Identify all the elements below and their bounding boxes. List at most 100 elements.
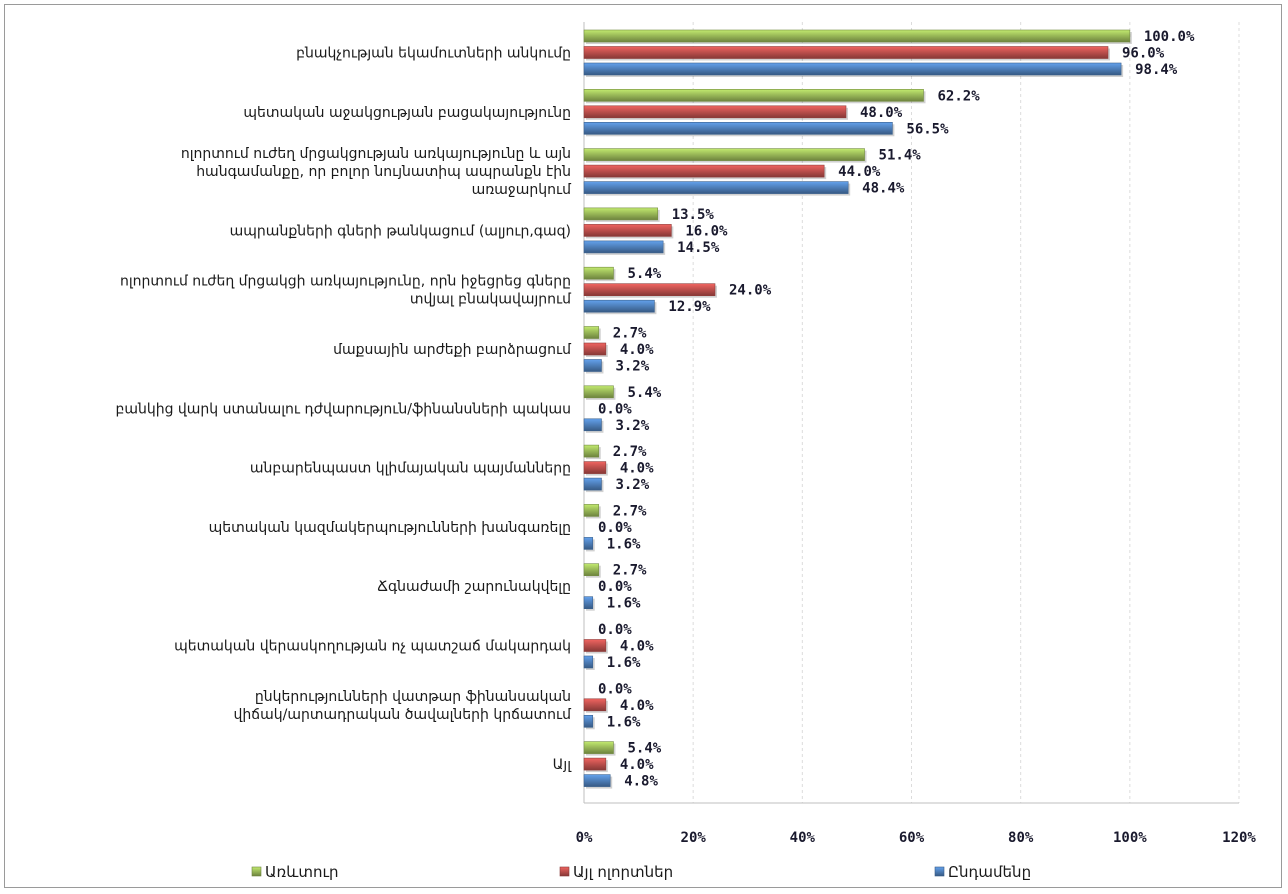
data-label: 13.5% bbox=[672, 207, 715, 223]
bar-trade bbox=[583, 385, 614, 399]
x-tick-label: 100% bbox=[1113, 830, 1147, 846]
bar-other-sectors bbox=[583, 461, 607, 474]
data-label: 16.0% bbox=[685, 223, 728, 239]
legend-swatch bbox=[934, 866, 945, 877]
data-label: 0.0% bbox=[598, 401, 632, 417]
data-label: 1.6% bbox=[607, 714, 641, 730]
category-label: բանկից վարկ ստանալու դժվարություն/ֆինանս… bbox=[115, 401, 571, 417]
data-label: 48.0% bbox=[860, 105, 903, 121]
data-label: 2.7% bbox=[613, 326, 647, 342]
bar-other-sectors bbox=[583, 105, 847, 119]
data-label: 0.0% bbox=[598, 681, 632, 697]
data-label: 3.2% bbox=[615, 477, 649, 493]
bar-total bbox=[583, 655, 594, 669]
x-tick-label: 120% bbox=[1222, 830, 1256, 846]
category-label: բնակչության եկամուտների անկումը bbox=[296, 46, 571, 62]
data-label: 24.0% bbox=[729, 283, 772, 299]
bar-total bbox=[583, 62, 1122, 76]
bar-other-sectors bbox=[583, 698, 607, 712]
data-label: 1.6% bbox=[607, 596, 641, 612]
bar-trade bbox=[583, 444, 600, 458]
data-label: 0.0% bbox=[598, 622, 632, 638]
data-label: 4.0% bbox=[620, 639, 654, 655]
data-label: 5.4% bbox=[627, 741, 661, 757]
category-label: ոլորտում ուժեղ մրցակցի առկայությունը, որ… bbox=[120, 274, 572, 308]
bar-trade bbox=[583, 148, 865, 161]
data-label: 1.6% bbox=[607, 536, 641, 552]
data-label: 4.8% bbox=[624, 774, 658, 790]
data-label: 96.0% bbox=[1122, 46, 1165, 62]
data-label: 2.7% bbox=[613, 444, 647, 460]
x-tick-label: 40% bbox=[790, 830, 816, 846]
category-label: ապրանքների գների թանկացում (ալյուր,գազ) bbox=[230, 223, 571, 239]
category-label: պետական աջակցության բացակայությունը bbox=[243, 105, 571, 121]
bar-trade bbox=[583, 326, 600, 339]
bar-total bbox=[583, 299, 655, 313]
x-tick-label: 0% bbox=[576, 830, 593, 846]
data-label: 51.4% bbox=[879, 148, 922, 164]
data-label: 56.5% bbox=[906, 121, 949, 137]
bar-total bbox=[583, 714, 594, 728]
data-label: 48.4% bbox=[862, 181, 905, 197]
bar-total bbox=[583, 122, 893, 135]
data-label: 3.2% bbox=[615, 359, 649, 375]
data-label: 1.6% bbox=[607, 655, 641, 671]
data-label: 5.4% bbox=[627, 266, 661, 282]
data-label: 100.0% bbox=[1144, 29, 1195, 45]
category-label: Այլ bbox=[553, 757, 573, 773]
bar-trade bbox=[583, 266, 614, 280]
data-label: 3.2% bbox=[615, 418, 649, 434]
data-label: 0.0% bbox=[598, 520, 632, 536]
data-label: 5.4% bbox=[627, 385, 661, 401]
x-tick-label: 80% bbox=[1008, 830, 1034, 846]
bar-total bbox=[583, 596, 594, 610]
bar-other-sectors bbox=[583, 46, 1109, 59]
bar-total bbox=[583, 181, 849, 194]
data-label: 4.0% bbox=[620, 757, 654, 773]
bar-trade bbox=[583, 504, 600, 517]
bar-trade bbox=[583, 89, 924, 102]
data-label: 2.7% bbox=[613, 503, 647, 519]
category-label: պետական կազմակերպությունների խանգառելը bbox=[209, 520, 571, 536]
bar-total bbox=[583, 774, 611, 787]
bar-trade bbox=[583, 207, 658, 221]
bar-other-sectors bbox=[583, 342, 607, 356]
bar-trade bbox=[583, 563, 600, 577]
legend-label: Առևտուր bbox=[265, 863, 339, 881]
data-label: 44.0% bbox=[838, 164, 881, 180]
legend-swatch bbox=[559, 866, 570, 877]
bar-trade bbox=[583, 29, 1131, 43]
data-label: 14.5% bbox=[677, 240, 720, 256]
bar-other-sectors bbox=[583, 757, 607, 771]
category-label: ընկերությունների վատթար ֆինանսական վիճակ/… bbox=[234, 689, 573, 723]
data-label: 12.9% bbox=[668, 299, 711, 315]
category-label: անբարենպաստ կլիմայական պայմանները bbox=[250, 461, 571, 477]
legend-label: Ընդամենը bbox=[948, 863, 1031, 881]
x-tick-label: 60% bbox=[899, 830, 925, 846]
category-label: պետական վերասկողության ոչ պատշաճ մակարդա… bbox=[174, 639, 571, 655]
legend-label: Այլ ոլորտներ bbox=[573, 863, 673, 881]
bar-total bbox=[583, 359, 602, 372]
x-tick-label: 20% bbox=[681, 830, 707, 846]
data-label: 62.2% bbox=[938, 88, 981, 104]
data-label: 98.4% bbox=[1135, 62, 1178, 78]
bar-other-sectors bbox=[583, 283, 716, 297]
data-label: 4.0% bbox=[620, 698, 654, 714]
bar-other-sectors bbox=[583, 639, 607, 652]
legend-swatch bbox=[251, 866, 262, 877]
bar-total bbox=[583, 240, 664, 254]
category-label: Ճգնաժամի շարունակվելը bbox=[377, 579, 571, 595]
bar-total bbox=[583, 477, 602, 491]
bar-other-sectors bbox=[583, 224, 672, 237]
bar-other-sectors bbox=[583, 164, 825, 178]
category-label: ոլորտում ուժեղ մրցակցության առկայություն… bbox=[181, 146, 572, 198]
bar-total bbox=[583, 418, 602, 432]
category-label: մաքսային արժեքի բարձրացում bbox=[333, 342, 572, 358]
bar-trade bbox=[583, 741, 614, 754]
data-label: 2.7% bbox=[613, 563, 647, 579]
bar-total bbox=[583, 537, 594, 550]
data-label: 0.0% bbox=[598, 579, 632, 595]
data-label: 4.0% bbox=[620, 461, 654, 477]
data-label: 4.0% bbox=[620, 342, 654, 358]
